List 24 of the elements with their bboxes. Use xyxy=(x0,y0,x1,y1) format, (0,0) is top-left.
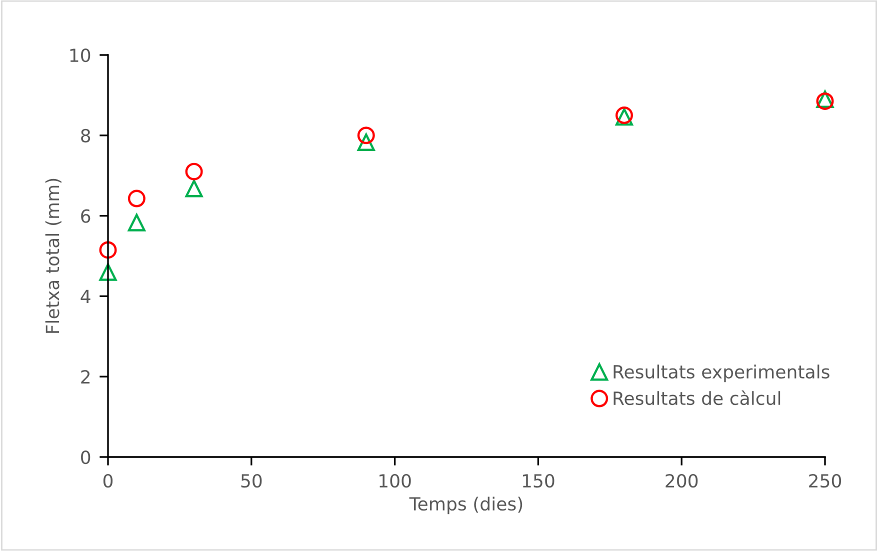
point xyxy=(185,180,203,198)
y-tick-label: 10 xyxy=(70,48,90,62)
point xyxy=(99,241,117,259)
y-axis-title: Fletxa total (mm) xyxy=(45,178,62,333)
x-tick-label: 250 xyxy=(809,474,842,488)
y-tick-label: 4 xyxy=(80,290,90,304)
point xyxy=(357,133,375,151)
x-tick-label: 50 xyxy=(241,474,262,488)
point xyxy=(99,263,117,281)
legend-label: Resultats experimentals xyxy=(614,364,830,382)
y-tick-label: 2 xyxy=(81,370,90,384)
y-tick-label: 6 xyxy=(81,209,90,223)
point xyxy=(357,126,375,144)
x-tick-label: 150 xyxy=(522,474,554,488)
x-tick-label: 0 xyxy=(103,474,113,488)
point xyxy=(128,190,146,208)
y-tick-label: 8 xyxy=(81,128,90,143)
point xyxy=(128,214,146,232)
x-tick-label: 200 xyxy=(666,474,698,488)
point xyxy=(185,162,203,180)
y-tick-label: 0 xyxy=(81,450,90,464)
x-tick-label: 100 xyxy=(380,474,411,488)
legend-label: Resultats de càlcul xyxy=(614,390,780,406)
x-axis-title: Temps (dies) xyxy=(409,496,522,514)
